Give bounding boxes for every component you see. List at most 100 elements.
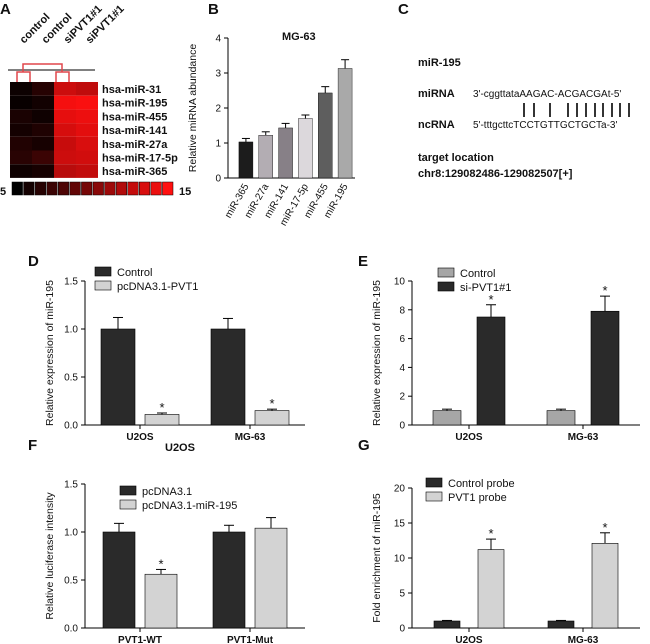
bar [100, 328, 136, 426]
heatmap-cell [76, 123, 98, 137]
y-tick-label: 1.5 [64, 277, 78, 288]
legend-swatch [425, 477, 443, 488]
target-location-value: chr8:129082486-129082507[+] [418, 168, 573, 180]
significance-mark: * [602, 283, 607, 298]
bar [547, 620, 575, 629]
bar [102, 531, 136, 629]
panel-label-a: A [0, 1, 11, 18]
y-tick-label: 4 [215, 34, 221, 45]
bar [144, 573, 178, 629]
bar [298, 118, 313, 179]
y-tick-label: 20 [394, 484, 406, 495]
legend-swatch [94, 266, 112, 277]
bar [476, 316, 506, 426]
heatmap-row-label: hsa-miR-31 [102, 84, 161, 96]
color-scale-swatch [115, 181, 127, 196]
heatmap-cell [32, 164, 54, 178]
legend-label: Control probe [448, 478, 515, 490]
color-scale-swatch [58, 181, 70, 196]
mirna-label: miRNA [418, 88, 455, 100]
y-axis-label: Relative expression of miR-195 [44, 280, 56, 426]
y-axis-label: Relative expression of miR-195 [371, 280, 383, 426]
y-tick-label: 0.0 [64, 624, 78, 635]
y-tick-label: 5 [399, 589, 405, 600]
heatmap-cell [10, 123, 32, 137]
bar [546, 410, 576, 426]
x-tick-label: PVT1-Mut [227, 635, 274, 644]
heatmap-cell [10, 136, 32, 151]
color-scale-swatch [150, 181, 162, 196]
heatmap-cell [32, 82, 54, 96]
bar [337, 68, 353, 179]
color-scale-swatch [104, 181, 116, 196]
y-tick-label: 4 [399, 363, 405, 374]
significance-mark: * [158, 556, 163, 571]
y-axis-label: Relative luciferase intensity [44, 492, 56, 620]
heatmap-row-label: hsa-miR-455 [102, 111, 167, 123]
color-scale-swatch [46, 181, 58, 196]
heatmap-row-label: hsa-miR-141 [102, 125, 167, 137]
heatmap-cell [76, 164, 98, 178]
dendrogram-branch-sipvt1 [55, 71, 70, 82]
chart-g: 0 5 10 15 20 Fold enrichment of miR-195 * U2OS *… [371, 477, 640, 644]
color-scale-swatch [81, 181, 93, 196]
y-axis-label: Fold enrichment of miR-195 [371, 493, 383, 623]
bar [278, 127, 293, 179]
base-pair-lines [523, 103, 630, 117]
x-tick-label: MG-63 [568, 635, 599, 644]
y-axis-label: Relative miRNA abundance [187, 44, 199, 173]
legend-swatch [437, 267, 455, 278]
color-scale-swatch [92, 181, 104, 196]
y-tick-label: 2 [399, 392, 405, 403]
significance-mark: * [269, 396, 274, 411]
target-location-title: target location [418, 152, 494, 164]
heatmap-cell [32, 136, 54, 151]
chart-f: 0.0 0.5 1.0 1.5 Relative luciferase intensit… [44, 442, 305, 644]
chart-e: 0 2 4 6 8 10 Relative expression of miR-195 * U2… [371, 267, 640, 443]
y-tick-label: 0 [399, 624, 405, 635]
y-tick-label: 0.0 [64, 421, 78, 432]
ncrna-label: ncRNA [418, 119, 455, 131]
heatmap-cell [32, 150, 54, 165]
bar [238, 141, 254, 179]
y-tick-label: 1.0 [64, 528, 78, 539]
dendrogram-branch-control [16, 71, 31, 82]
heatmap-cell [76, 95, 98, 110]
heatmap-row-label: hsa-miR-195 [102, 98, 167, 110]
heatmap-cell [32, 109, 54, 124]
color-scale-swatch [139, 181, 151, 196]
legend-label: Control [460, 268, 495, 280]
heatmap-row-label: hsa-miR-27a [102, 139, 168, 151]
y-tick-label: 6 [399, 334, 405, 345]
heatmap-cell [10, 164, 32, 178]
y-tick-label: 0 [399, 421, 405, 432]
heatmap-cell [54, 136, 76, 151]
heatmap-cell [76, 82, 98, 96]
bar [318, 92, 333, 179]
heatmap-cell [54, 82, 76, 96]
x-tick-label: U2OS [455, 432, 483, 443]
bar [258, 135, 273, 179]
color-scale-swatch [162, 181, 174, 196]
color-scale-min: 5 [0, 186, 6, 198]
panel-label-f: F [28, 437, 37, 454]
chart-title: U2OS [165, 442, 195, 454]
heatmap-cell [54, 164, 76, 178]
x-tick-label: MG-63 [568, 432, 599, 443]
bar [432, 410, 462, 426]
y-tick-label: 8 [399, 305, 405, 316]
heatmap-cell [54, 109, 76, 124]
y-tick-label: 10 [394, 554, 406, 565]
heatmap-row-label: hsa-miR-365 [102, 166, 167, 178]
sequence-panel: miR-195 miRNA 3'-cggttataAAGAC-ACGACGAt-… [418, 57, 630, 180]
legend-swatch [94, 280, 112, 291]
y-tick-label: 15 [394, 519, 406, 530]
chart-d: 0.0 0.5 1.0 1.5 Relative expression of miR-1… [44, 266, 305, 443]
bar [212, 531, 246, 629]
bar [433, 620, 461, 629]
significance-mark: * [602, 520, 607, 535]
heatmap-cell [32, 123, 54, 137]
bar [477, 549, 505, 629]
